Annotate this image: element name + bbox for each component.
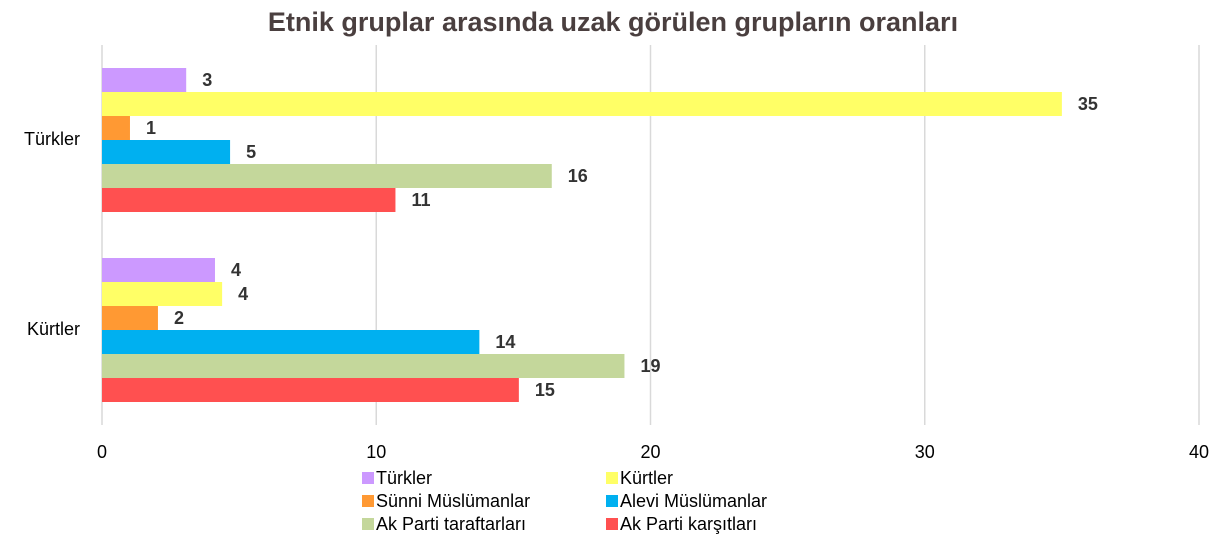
data-label: 11: [411, 190, 430, 210]
data-label: 14: [495, 332, 515, 352]
legend-swatch: [606, 472, 618, 484]
bar: [102, 330, 480, 354]
data-label: 35: [1078, 94, 1098, 114]
bar: [102, 188, 396, 212]
data-label: 2: [174, 308, 184, 328]
data-label: 1: [146, 118, 156, 138]
y-tick-label: Kürtler: [27, 319, 80, 339]
bar: [102, 164, 552, 188]
bar: [102, 258, 215, 282]
data-label: 16: [568, 166, 588, 186]
bar: [102, 116, 130, 140]
legend-label: Alevi Müslümanlar: [620, 491, 767, 511]
x-tick-label: 20: [640, 442, 660, 462]
y-tick-label: Türkler: [24, 129, 80, 149]
data-label: 19: [640, 356, 660, 376]
x-tick-label: 30: [915, 442, 935, 462]
data-label: 4: [238, 284, 248, 304]
legend-label: Ak Parti taraftarları: [376, 514, 526, 534]
data-label: 5: [246, 142, 256, 162]
bar: [102, 282, 223, 306]
data-label: 3: [202, 70, 212, 90]
bar: [102, 140, 231, 164]
x-tick-label: 40: [1189, 442, 1209, 462]
legend-swatch: [606, 495, 618, 507]
x-tick-label: 0: [97, 442, 107, 462]
legend-label: Türkler: [376, 468, 432, 488]
bar: [102, 306, 158, 330]
x-tick-label: 10: [366, 442, 386, 462]
legend-label: Sünni Müslümanlar: [376, 491, 530, 511]
legend-label: Kürtler: [620, 468, 673, 488]
legend-swatch: [362, 518, 374, 530]
bar: [102, 68, 187, 92]
data-label: 4: [231, 260, 241, 280]
data-label: 15: [535, 380, 555, 400]
legend-swatch: [606, 518, 618, 530]
legend-label: Ak Parti karşıtları: [620, 514, 757, 534]
bar: [102, 354, 625, 378]
chart-title: Etnik gruplar arasında uzak görülen grup…: [268, 7, 958, 37]
legend-swatch: [362, 472, 374, 484]
bar: [102, 92, 1062, 116]
bar: [102, 378, 519, 402]
legend-swatch: [362, 495, 374, 507]
